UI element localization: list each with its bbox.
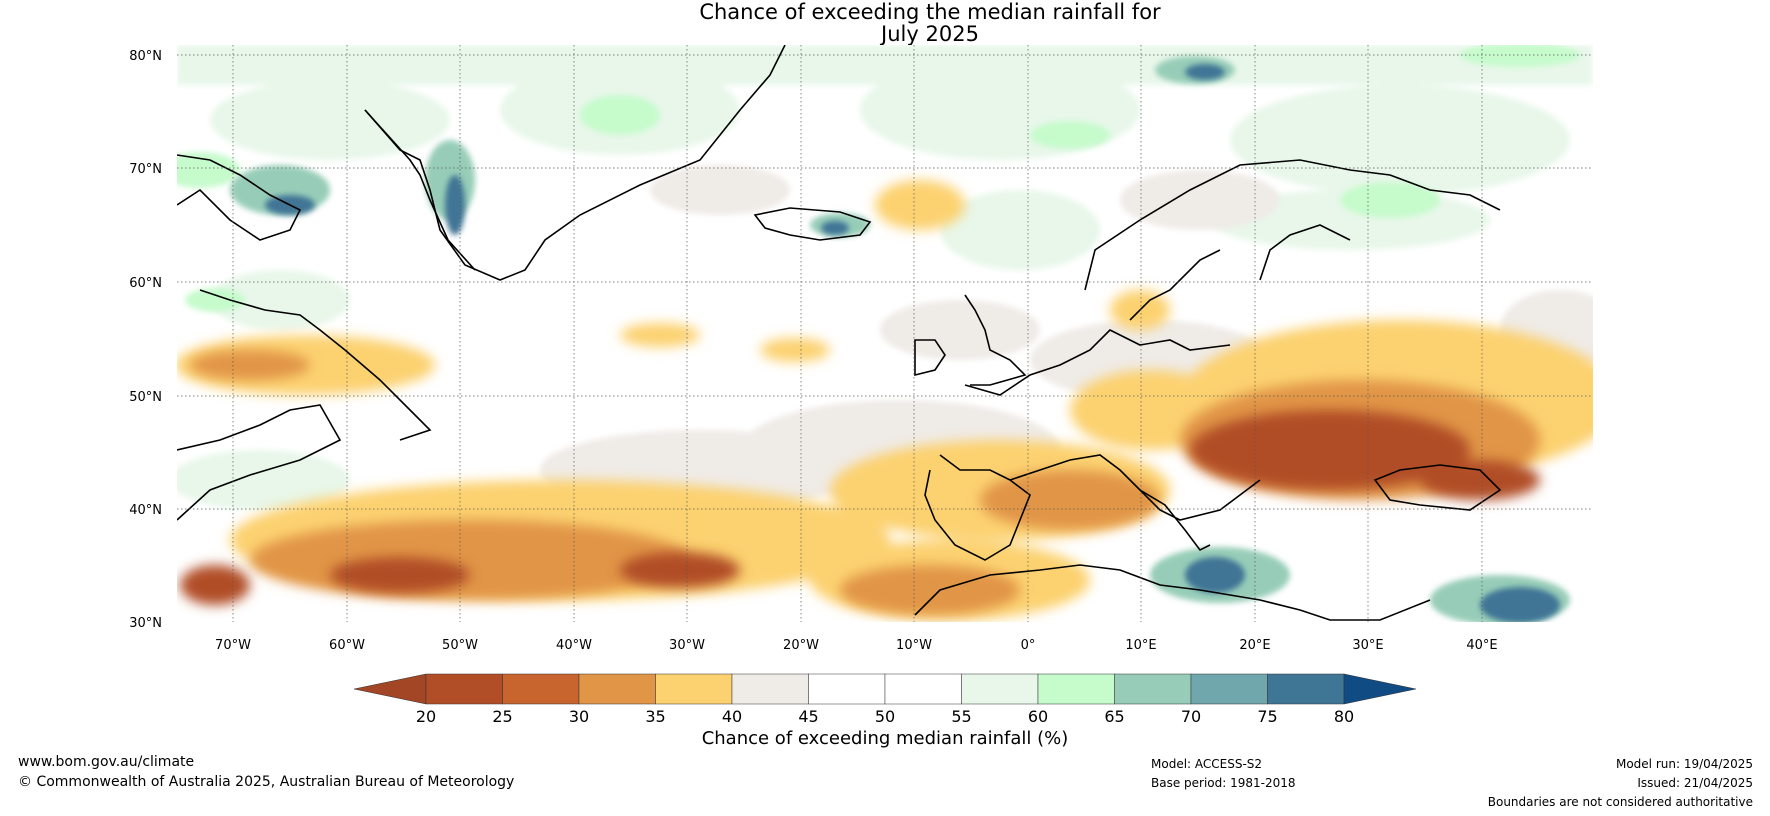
lat-label-70n: 70°N: [129, 162, 162, 177]
colorbar-tick-label: 30: [569, 707, 589, 726]
lon-label-20e: 20°E: [1239, 638, 1270, 653]
colorbar-tick-label: 20: [416, 707, 436, 726]
lat-label-80n: 80°N: [129, 49, 162, 64]
colorbar-tick-label: 55: [951, 707, 971, 726]
colorbar-tick-label: 70: [1181, 707, 1201, 726]
lat-label-50n: 50°N: [129, 390, 162, 405]
colorbar-tick-label: 25: [492, 707, 512, 726]
model-text: Model: ACCESS-S2: [1151, 757, 1263, 771]
colorbar-tick-label: 65: [1104, 707, 1124, 726]
lon-label-40w: 40°W: [556, 638, 592, 653]
lat-label-30n: 30°N: [129, 616, 162, 631]
colorbar-segment: [502, 673, 580, 705]
colorbar-tick-label: 60: [1028, 707, 1048, 726]
map-title-line1: Chance of exceeding the median rainfall …: [699, 0, 1161, 24]
colorbar-tick-label: 50: [875, 707, 895, 726]
model-run-text: Model run: 19/04/2025: [1615, 757, 1753, 771]
lon-label-20w: 20°W: [783, 638, 819, 653]
map-title-line2: July 2025: [881, 22, 979, 46]
colorbar-tick-label: 40: [722, 707, 742, 726]
colorbar-segment: [1267, 673, 1345, 705]
colorbar: 20 25 30 35 40 45 50 55 60 65 70 75 80: [353, 673, 1417, 726]
rainfall-probability-shading: [177, 45, 1593, 622]
colorbar-extend-low: [353, 673, 427, 705]
lon-label-30w: 30°W: [669, 638, 705, 653]
graticule: [177, 45, 1593, 622]
lon-label-10w: 10°W: [896, 638, 932, 653]
colorbar-segment: [808, 673, 886, 705]
lon-label-50w: 50°W: [442, 638, 478, 653]
website-text: www.bom.gov.au/climate: [18, 754, 195, 770]
colorbar-extend-high: [1343, 673, 1417, 705]
lon-label-0: 0°: [1021, 638, 1036, 653]
colorbar-segment: [1037, 673, 1115, 705]
colorbar-segment: [1114, 673, 1192, 705]
colorbar-label: Chance of exceeding median rainfall (%): [702, 728, 1069, 749]
lon-label-30e: 30°E: [1352, 638, 1383, 653]
colorbar-segment: [578, 673, 656, 705]
copyright-text: © Commonwealth of Australia 2025, Austra…: [18, 774, 515, 790]
colorbar-segment: [731, 673, 809, 705]
colorbar-segment: [655, 673, 733, 705]
lon-label-70w: 70°W: [215, 638, 251, 653]
colorbar-segment: [884, 673, 962, 705]
base-period-text: Base period: 1981-2018: [1151, 776, 1296, 790]
lat-label-60n: 60°N: [129, 276, 162, 291]
colorbar-tick-label: 35: [645, 707, 665, 726]
colorbar-segment: [961, 673, 1039, 705]
coastlines: [177, 45, 1502, 621]
lon-label-60w: 60°W: [329, 638, 365, 653]
disclaimer-text: Boundaries are not considered authoritat…: [1487, 795, 1753, 809]
lat-label-40n: 40°N: [129, 503, 162, 518]
lon-label-40e: 40°E: [1466, 638, 1497, 653]
colorbar-segment: [1190, 673, 1268, 705]
lon-label-10e: 10°E: [1125, 638, 1156, 653]
colorbar-tick-label: 80: [1334, 707, 1354, 726]
issued-text: Issued: 21/04/2025: [1637, 776, 1753, 790]
colorbar-segment: [425, 673, 503, 705]
colorbar-tick-label: 45: [798, 707, 818, 726]
colorbar-tick-label: 75: [1257, 707, 1277, 726]
